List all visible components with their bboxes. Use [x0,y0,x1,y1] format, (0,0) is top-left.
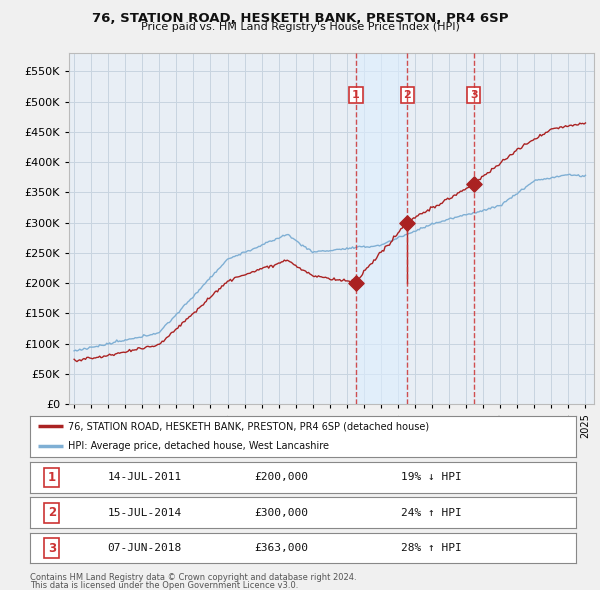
Text: 15-JUL-2014: 15-JUL-2014 [107,508,182,517]
Text: 1: 1 [48,471,56,484]
Text: 76, STATION ROAD, HESKETH BANK, PRESTON, PR4 6SP (detached house): 76, STATION ROAD, HESKETH BANK, PRESTON,… [68,421,430,431]
Text: £200,000: £200,000 [254,473,308,482]
Text: 3: 3 [48,542,56,555]
Text: 24% ↑ HPI: 24% ↑ HPI [401,508,462,517]
Text: Price paid vs. HM Land Registry's House Price Index (HPI): Price paid vs. HM Land Registry's House … [140,22,460,32]
Point [469,180,478,189]
Text: 2: 2 [48,506,56,519]
Text: £363,000: £363,000 [254,543,308,553]
Text: 76, STATION ROAD, HESKETH BANK, PRESTON, PR4 6SP: 76, STATION ROAD, HESKETH BANK, PRESTON,… [92,12,508,25]
Text: 07-JUN-2018: 07-JUN-2018 [107,543,182,553]
Text: This data is licensed under the Open Government Licence v3.0.: This data is licensed under the Open Gov… [30,581,298,589]
Text: 3: 3 [470,90,478,100]
Text: Contains HM Land Registry data © Crown copyright and database right 2024.: Contains HM Land Registry data © Crown c… [30,573,356,582]
Bar [356,53,407,404]
Point [351,278,361,288]
Text: 28% ↑ HPI: 28% ↑ HPI [401,543,462,553]
Point [403,218,412,227]
Text: 1: 1 [352,90,360,100]
Text: £300,000: £300,000 [254,508,308,517]
Text: 2: 2 [403,90,411,100]
Text: HPI: Average price, detached house, West Lancashire: HPI: Average price, detached house, West… [68,441,329,451]
Text: 19% ↓ HPI: 19% ↓ HPI [401,473,462,482]
Text: 14-JUL-2011: 14-JUL-2011 [107,473,182,482]
